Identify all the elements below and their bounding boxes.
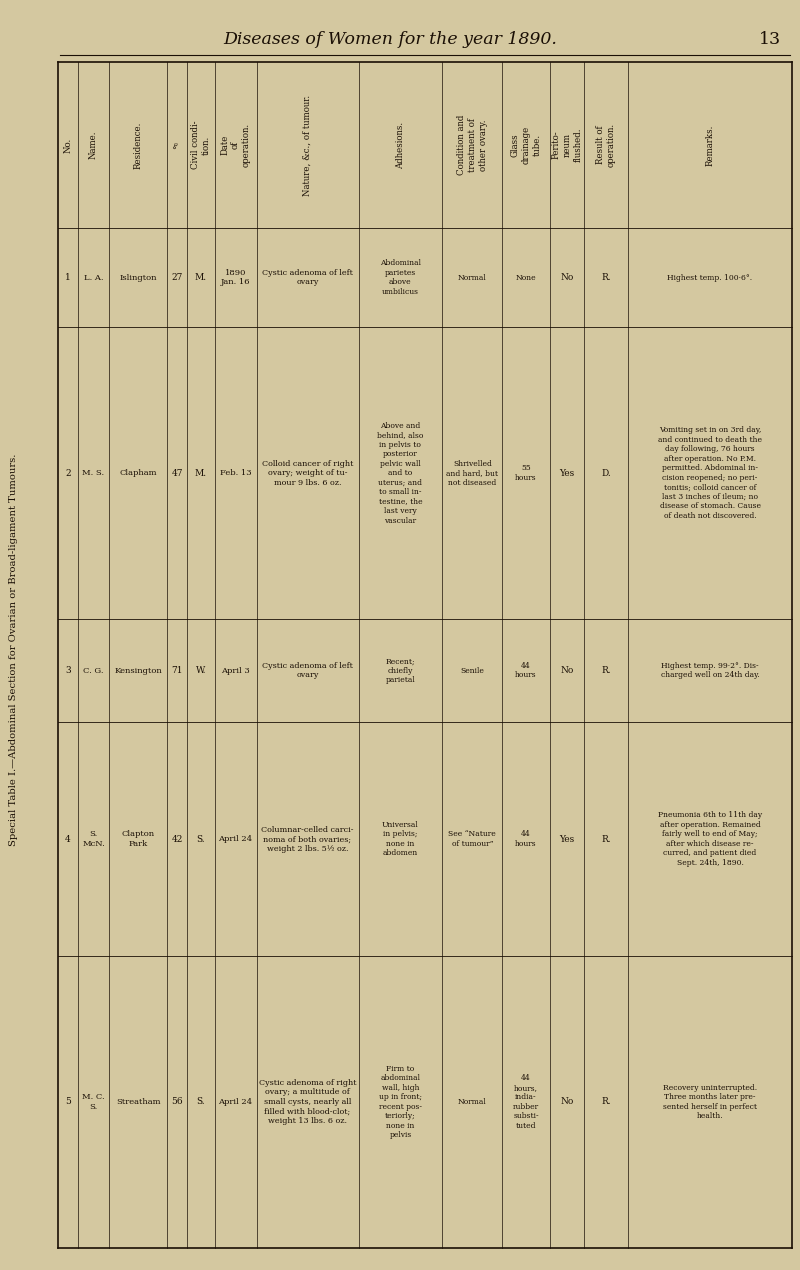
Text: 27: 27	[172, 273, 183, 282]
Text: 44
hours: 44 hours	[515, 662, 537, 679]
Text: S.: S.	[197, 1097, 206, 1106]
Text: Glass
drainage
tube.: Glass drainage tube.	[511, 126, 542, 164]
Text: Cystic adenoma of left
ovary: Cystic adenoma of left ovary	[262, 662, 353, 679]
Text: 44
hours: 44 hours	[515, 831, 537, 848]
Text: Islington: Islington	[119, 273, 157, 282]
Text: See “Nature
of tumour”: See “Nature of tumour”	[449, 831, 496, 848]
Text: Diseases of Women for the year 1890.: Diseases of Women for the year 1890.	[223, 32, 557, 48]
Text: D.: D.	[602, 469, 611, 478]
Text: C. G.: C. G.	[83, 667, 104, 674]
Text: Highest temp. 99·2°. Dis-
charged well on 24th day.: Highest temp. 99·2°. Dis- charged well o…	[661, 662, 759, 679]
Text: Firm to
abdominal
wall, high
up in front;
recent pos-
teriorly;
none in
pelvis: Firm to abdominal wall, high up in front…	[379, 1064, 422, 1139]
Text: R.: R.	[602, 834, 611, 843]
Text: Kensington: Kensington	[114, 667, 162, 674]
Text: 13: 13	[759, 32, 781, 48]
Text: R.: R.	[602, 273, 611, 282]
Text: Nature, &c., of tumour.: Nature, &c., of tumour.	[303, 94, 312, 196]
Text: Date
of
operation.: Date of operation.	[220, 123, 251, 168]
Text: No: No	[560, 273, 574, 282]
Text: April 24: April 24	[218, 836, 253, 843]
Text: M. C.
S.: M. C. S.	[82, 1093, 105, 1111]
Text: Universal
in pelvis;
none in
abdomen: Universal in pelvis; none in abdomen	[382, 820, 418, 857]
Text: None: None	[516, 273, 536, 282]
Text: Special Table I.—Abdominal Section for Ovarian or Broad-ligament Tumours.: Special Table I.—Abdominal Section for O…	[10, 453, 18, 846]
Text: Recent;
chiefly
parietal: Recent; chiefly parietal	[386, 657, 415, 685]
Text: No: No	[560, 1097, 574, 1106]
Text: 1: 1	[65, 273, 71, 282]
Text: Above and
behind, also
in pelvis to
posterior
pelvic wall
and to
uterus; and
to : Above and behind, also in pelvis to post…	[378, 422, 423, 525]
Text: 3: 3	[66, 667, 71, 676]
Text: Cystic adenoma of left
ovary: Cystic adenoma of left ovary	[262, 269, 353, 287]
Text: M. S.: M. S.	[82, 469, 105, 478]
Text: L. A.: L. A.	[84, 273, 103, 282]
Text: 42: 42	[172, 834, 183, 843]
Text: Streatham: Streatham	[116, 1099, 160, 1106]
Text: Cystic adenoma of right
ovary; a multitude of
small cysts, nearly all
filled wit: Cystic adenoma of right ovary; a multitu…	[258, 1080, 356, 1125]
Text: Clapton
Park: Clapton Park	[122, 831, 154, 848]
Text: 4: 4	[65, 834, 71, 843]
Text: R.: R.	[602, 1097, 611, 1106]
Text: Name.: Name.	[89, 131, 98, 159]
Text: Abdominal
parietes
above
umbilicus: Abdominal parietes above umbilicus	[380, 259, 421, 296]
Text: Perito-
neum
flushed.: Perito- neum flushed.	[552, 128, 582, 163]
Text: Pneumonia 6th to 11th day
after operation. Remained
fairly well to end of May;
a: Pneumonia 6th to 11th day after operatio…	[658, 812, 762, 867]
Text: Normal: Normal	[458, 1099, 486, 1106]
Text: Normal: Normal	[458, 273, 486, 282]
Text: Residence.: Residence.	[134, 122, 142, 169]
Text: April 24: April 24	[218, 1099, 253, 1106]
Text: R.: R.	[602, 667, 611, 676]
Text: M.: M.	[195, 469, 207, 478]
Text: 56: 56	[171, 1097, 183, 1106]
Text: 1890
Jan. 16: 1890 Jan. 16	[221, 269, 250, 287]
Text: Colloid cancer of right
ovary; weight of tu-
mour 9 lbs. 6 oz.: Colloid cancer of right ovary; weight of…	[262, 460, 354, 486]
Text: Adhesions.: Adhesions.	[396, 122, 405, 169]
Text: Result of
operation.: Result of operation.	[596, 123, 616, 168]
Text: Yes: Yes	[559, 469, 574, 478]
Text: Highest temp. 100·6°.: Highest temp. 100·6°.	[667, 273, 753, 282]
Text: S.
McN.: S. McN.	[82, 831, 105, 848]
Text: 71: 71	[171, 667, 183, 676]
Text: 2: 2	[66, 469, 71, 478]
Text: Clapham: Clapham	[119, 469, 157, 478]
Text: Civil condi-
tion.: Civil condi- tion.	[191, 121, 211, 169]
Text: W.: W.	[196, 667, 206, 676]
Text: April 3: April 3	[222, 667, 250, 674]
Text: 55
hours: 55 hours	[515, 465, 537, 481]
Text: Remarks.: Remarks.	[706, 124, 714, 166]
Text: M.: M.	[195, 273, 207, 282]
Text: °ᵑ: °ᵑ	[173, 141, 182, 149]
Text: Recovery uninterrupted.
Three months later pre-
sented herself in perfect
health: Recovery uninterrupted. Three months lat…	[663, 1083, 757, 1120]
Text: 44
hours,
india-
rubber
substi-
tuted: 44 hours, india- rubber substi- tuted	[513, 1074, 539, 1130]
Text: Condition and
treatment of
other ovary.: Condition and treatment of other ovary.	[457, 114, 488, 175]
Text: Columnar-celled carci-
noma of both ovaries;
weight 2 lbs. 5½ oz.: Columnar-celled carci- noma of both ovar…	[262, 826, 354, 852]
Text: No.: No.	[63, 137, 73, 152]
Text: Feb. 13: Feb. 13	[220, 469, 251, 478]
Text: S.: S.	[197, 834, 206, 843]
Text: Yes: Yes	[559, 834, 574, 843]
Text: Shrivelled
and hard, but
not diseased: Shrivelled and hard, but not diseased	[446, 460, 498, 486]
Text: 47: 47	[171, 469, 183, 478]
Text: 5: 5	[65, 1097, 71, 1106]
Text: Vomiting set in on 3rd day,
and continued to death the
day following, 76 hours
a: Vomiting set in on 3rd day, and continue…	[658, 427, 762, 519]
Text: No: No	[560, 667, 574, 676]
Text: Senile: Senile	[461, 667, 484, 674]
